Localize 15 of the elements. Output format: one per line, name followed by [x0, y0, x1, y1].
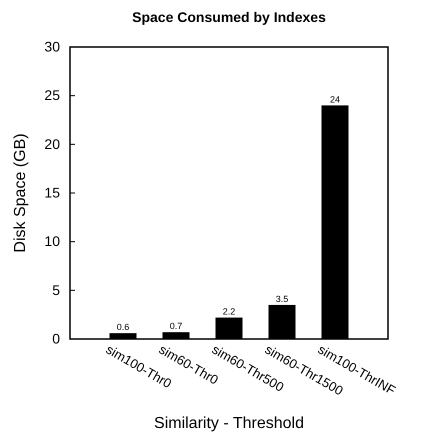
- x-axis-title: Similarity - Threshold: [154, 415, 304, 432]
- y-tick-label: 20: [44, 136, 60, 152]
- y-tick-label: 0: [52, 330, 60, 346]
- y-tick-label: 30: [44, 38, 60, 54]
- data-label: 24: [330, 94, 340, 104]
- data-label: 2.2: [222, 306, 236, 317]
- y-axis-title: Disk Space (GB): [12, 133, 29, 253]
- data-label: 3.5: [276, 294, 288, 304]
- chart-title: Space Consumed by Indexes: [132, 9, 326, 25]
- y-tick-label: 25: [44, 87, 60, 104]
- data-label: 0.7: [170, 321, 182, 332]
- data-label: 0.6: [116, 322, 130, 332]
- y-tick-label: 10: [44, 233, 60, 250]
- y-tick-label: 15: [44, 184, 60, 200]
- y-tick-label: 5: [52, 282, 60, 298]
